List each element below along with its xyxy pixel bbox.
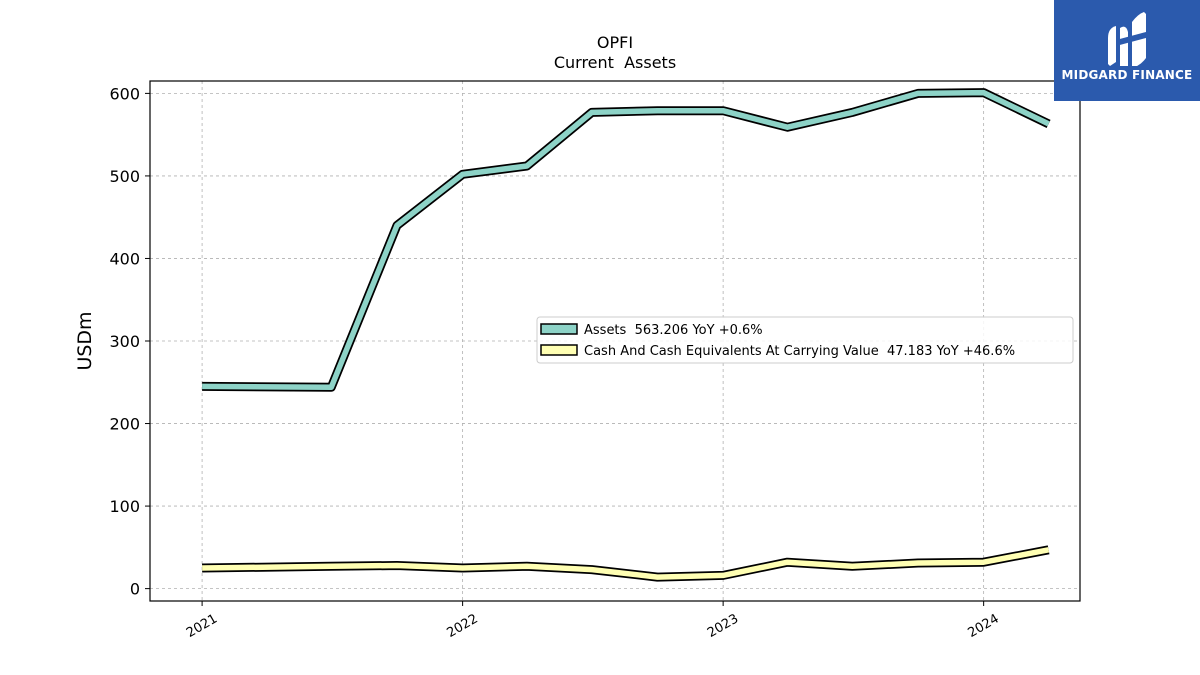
chart-title: OPFI: [597, 33, 633, 52]
y-tick-label: 600: [109, 84, 140, 103]
series-0-point: [1048, 123, 1049, 124]
chart-subtitle: Current Assets: [554, 53, 676, 72]
series-1-point: [202, 567, 203, 568]
logo-mark-icon: [1108, 12, 1146, 66]
x-tick-label: 2022: [444, 611, 480, 641]
legend-swatch-cash: [540, 344, 578, 356]
midgard-finance-logo: MIDGARD FINANCE: [1054, 0, 1200, 101]
series-1-point: [526, 566, 527, 567]
series-1-point: [1048, 549, 1049, 550]
series-0-point: [591, 112, 592, 113]
y-axis: 0 100 200 300 400 500 600: [109, 84, 150, 599]
series-0-point: [396, 225, 397, 226]
series-1-point: [657, 577, 658, 578]
x-tick-label: 2023: [705, 611, 741, 641]
series-1-point: [917, 563, 918, 564]
y-tick-label: 100: [109, 497, 140, 516]
series-0-point: [202, 386, 203, 387]
legend-swatch-assets: [540, 323, 578, 335]
series-1-point: [331, 566, 332, 567]
series-1-point: [983, 562, 984, 563]
series-lines: [202, 88, 1051, 582]
series-1-point: [787, 562, 788, 563]
series-1-point: [462, 567, 463, 568]
logo-text: MIDGARD FINANCE: [1061, 68, 1193, 82]
y-tick-label: 200: [109, 415, 140, 434]
series-0-point: [787, 127, 788, 128]
legend-label-cash: Cash And Cash Equivalents At Carrying Va…: [584, 344, 1015, 359]
legend: Assets 563.206 YoY +0.6% Cash And Cash E…: [536, 316, 1074, 364]
series-0-point: [526, 166, 527, 167]
series-1-point: [852, 566, 853, 567]
legend-box: [536, 316, 1074, 364]
y-axis-label: USDm: [74, 311, 96, 370]
y-tick-label: 300: [109, 332, 140, 351]
series-0-point: [917, 93, 918, 94]
x-tick-label: 2024: [965, 611, 1001, 641]
y-tick-label: 0: [130, 580, 140, 599]
y-tick-label: 400: [109, 249, 140, 268]
series-0-point: [983, 92, 984, 93]
series-1-point: [723, 575, 724, 576]
x-tick-label: 2021: [184, 611, 220, 641]
series-0-point: [462, 174, 463, 175]
series-0-point: [657, 110, 658, 111]
series-0-line: [202, 89, 1050, 390]
series-0-point: [331, 387, 332, 388]
y-tick-label: 500: [109, 167, 140, 186]
series-0-point: [852, 112, 853, 113]
series-1-point: [591, 569, 592, 570]
series-1-point: [396, 565, 397, 566]
series-1-line: [202, 547, 1050, 580]
series-0-point: [723, 110, 724, 111]
x-axis: 2021 2022 2023 2024: [184, 601, 1002, 641]
legend-label-assets: Assets 563.206 YoY +0.6%: [584, 323, 763, 338]
